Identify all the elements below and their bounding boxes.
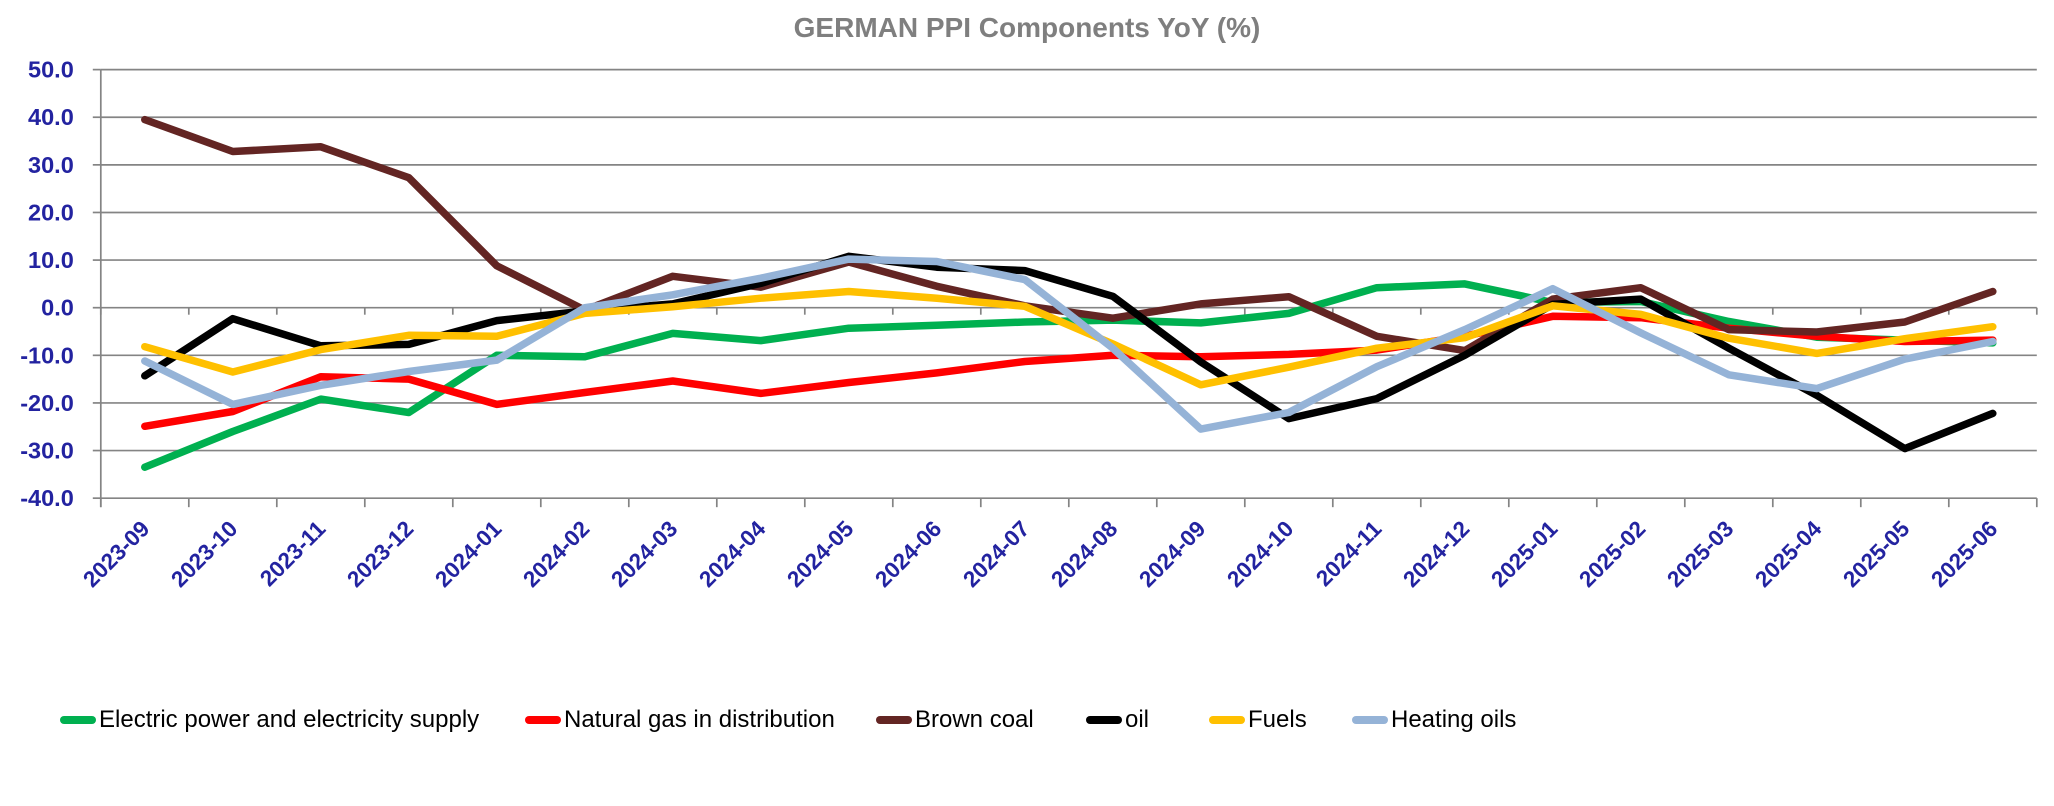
- x-tick-label: 2024-11: [1311, 516, 1386, 591]
- x-tick-label: 2023-10: [166, 516, 242, 592]
- legend-swatch-icon: [60, 716, 96, 724]
- legend-item: Brown coal: [876, 698, 1034, 742]
- legend: Electric power and electricity supply Nat…: [0, 698, 2054, 742]
- x-tick-label: 2025-01: [1486, 516, 1562, 592]
- x-tick-label: 2024-08: [1046, 516, 1122, 592]
- legend-item: Natural gas in distribution: [525, 698, 835, 742]
- x-tick-label: 2024-09: [1134, 516, 1210, 592]
- x-tick-label: 2024-01: [430, 516, 506, 592]
- chart-line-4: [141, 252, 1997, 453]
- x-tick-label: 2023-12: [342, 516, 418, 592]
- x-tick-label: 2025-02: [1574, 516, 1650, 592]
- legend-item: Electric power and electricity supply: [60, 698, 479, 742]
- legend-label: Fuels: [1248, 706, 1307, 733]
- x-tick-label: 2024-03: [606, 516, 682, 592]
- legend-item: Heating oils: [1352, 698, 1516, 742]
- y-tick-label: 50.0: [28, 57, 74, 83]
- x-tick-label: 2023-09: [78, 516, 154, 592]
- x-tick-label: 2024-07: [958, 516, 1034, 592]
- x-tick-label: 2024-05: [782, 516, 858, 592]
- chart-line-6: [141, 255, 1997, 433]
- y-tick-label: -40.0: [20, 485, 74, 511]
- x-tick-label: 2024-12: [1398, 516, 1474, 592]
- legend-label: Natural gas in distribution: [564, 706, 835, 733]
- x-tick-label: 2025-05: [1838, 516, 1914, 592]
- y-tick-label: 0.0: [41, 295, 74, 321]
- x-tick-label: 2024-06: [870, 516, 946, 592]
- y-tick-label: 40.0: [28, 104, 74, 130]
- x-tick-label: 2024-04: [694, 516, 770, 592]
- legend-swatch-icon: [876, 716, 912, 724]
- y-tick-label: -10.0: [20, 342, 74, 368]
- plot-area: 50.0 40.0 30.0 20.0 10.0 0.0 -10.0 -20.0 -30.0 -4…: [20, 57, 2038, 592]
- legend-label: Heating oils: [1391, 706, 1517, 733]
- x-tick-label: 2024-02: [518, 516, 594, 592]
- legend-label: Electric power and electricity supply: [99, 706, 480, 733]
- y-tick-label: 20.0: [28, 199, 74, 225]
- legend-item: oil: [1086, 698, 1149, 742]
- x-tick-label: 2024-10: [1222, 516, 1298, 592]
- x-tick-label: 2025-06: [1926, 516, 2002, 592]
- legend-label: Brown coal: [915, 706, 1034, 733]
- legend-swatch-icon: [1086, 716, 1122, 724]
- y-tick-label: -30.0: [20, 438, 74, 464]
- x-tick-label: 2023-11: [255, 516, 330, 591]
- x-tick-label: 2025-04: [1750, 516, 1826, 592]
- legend-label: oil: [1125, 706, 1150, 733]
- chart-title: GERMAN PPI Components YoY (%): [793, 12, 1261, 43]
- chart-line-5: [141, 287, 1997, 389]
- x-tick-label: 2025-03: [1662, 516, 1738, 592]
- legend-swatch-icon: [1209, 716, 1245, 724]
- y-tick-label: -20.0: [20, 390, 74, 416]
- y-tick-label: 10.0: [28, 247, 74, 273]
- legend-swatch-icon: [525, 716, 561, 724]
- legend-swatch-icon: [1352, 716, 1388, 724]
- legend-item: Fuels: [1209, 698, 1307, 742]
- y-tick-label: 30.0: [28, 152, 74, 178]
